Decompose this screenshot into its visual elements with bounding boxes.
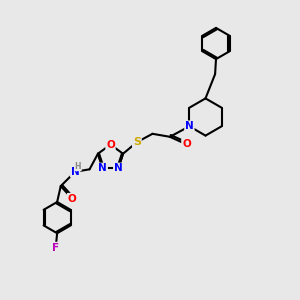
Text: N: N: [114, 164, 123, 173]
Text: N: N: [185, 121, 194, 131]
Text: O: O: [106, 140, 115, 150]
Text: N: N: [98, 164, 107, 173]
Text: S: S: [133, 137, 141, 147]
Text: F: F: [52, 243, 59, 253]
Text: N: N: [71, 167, 80, 177]
Text: H: H: [75, 161, 81, 170]
Text: O: O: [68, 194, 76, 204]
Text: O: O: [182, 139, 191, 149]
